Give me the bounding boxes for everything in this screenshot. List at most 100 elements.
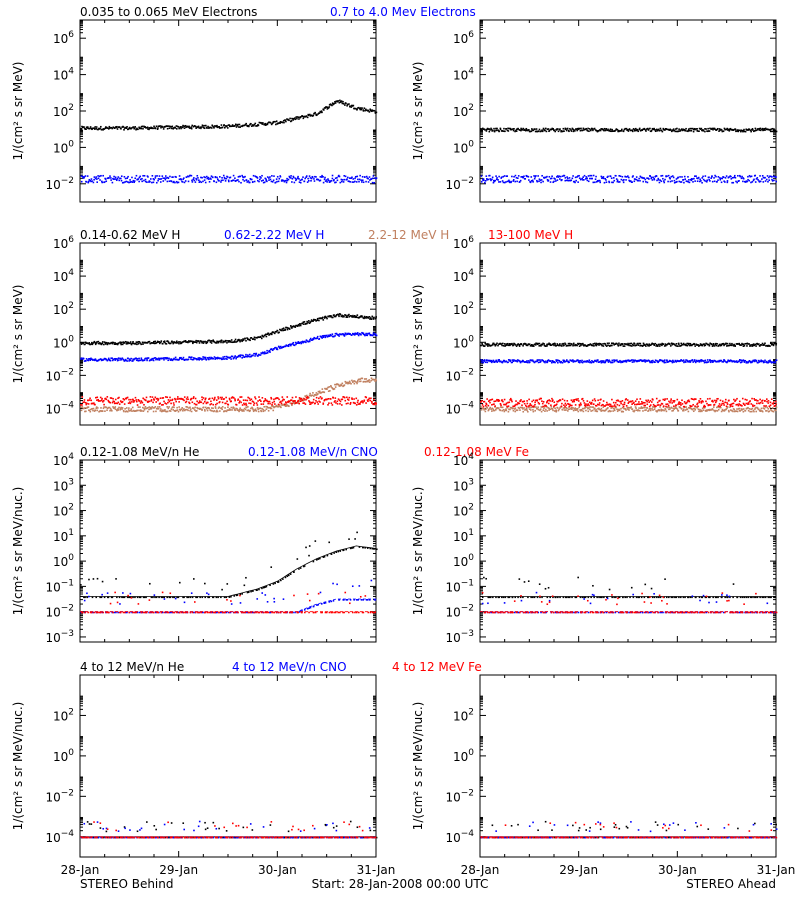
data-point	[507, 130, 510, 132]
data-point	[492, 129, 494, 132]
data-point	[605, 181, 608, 183]
data-point	[486, 407, 489, 409]
data-point	[480, 361, 483, 363]
data-point	[213, 127, 215, 129]
data-point	[762, 181, 765, 183]
data-point	[290, 120, 293, 122]
data-point	[258, 336, 261, 339]
data-point	[193, 402, 196, 405]
data-point	[575, 344, 577, 346]
data-point	[522, 410, 525, 413]
data-point	[115, 179, 118, 182]
data-point	[176, 181, 179, 184]
data-point	[328, 106, 331, 108]
data-point	[731, 181, 733, 184]
data-point	[288, 119, 290, 122]
data-point	[524, 178, 527, 180]
data-point	[234, 338, 237, 341]
data-point	[175, 358, 177, 361]
data-point	[235, 357, 237, 360]
data-point	[231, 396, 234, 398]
data-point	[106, 342, 109, 344]
data-point	[542, 360, 545, 362]
data-point	[664, 344, 667, 347]
data-point	[266, 351, 269, 354]
data-point	[154, 357, 157, 359]
data-point	[572, 361, 575, 363]
data-point	[212, 176, 214, 179]
data-point	[80, 128, 83, 130]
data-point	[222, 356, 224, 358]
data-point	[80, 409, 83, 412]
data-point	[669, 343, 671, 345]
data-point	[681, 176, 683, 178]
data-point	[277, 180, 280, 183]
data-point	[589, 361, 591, 363]
data-point	[630, 129, 633, 132]
data-point	[519, 361, 522, 364]
data-point	[488, 359, 491, 362]
data-point	[95, 176, 98, 178]
data-point	[241, 174, 243, 177]
data-point	[581, 177, 584, 180]
data-point	[214, 407, 217, 409]
data-point	[625, 360, 628, 362]
data-point	[252, 410, 255, 413]
data-point	[270, 123, 273, 126]
data-point	[175, 342, 178, 344]
data-point	[110, 357, 112, 360]
data-point	[768, 176, 770, 179]
data-point	[167, 125, 170, 127]
data-point	[609, 175, 612, 178]
data-point	[264, 334, 266, 337]
data-point	[180, 178, 182, 181]
data-point	[772, 361, 774, 364]
data-point	[630, 342, 633, 345]
data-point	[310, 395, 313, 397]
data-point	[695, 360, 697, 363]
data-point	[276, 180, 278, 183]
data-point	[675, 407, 678, 410]
data-point	[724, 128, 727, 131]
data-point	[164, 341, 166, 344]
data-point	[532, 181, 534, 183]
data-point	[139, 406, 141, 408]
data-point	[169, 410, 172, 412]
data-point	[710, 360, 713, 362]
data-point	[338, 315, 340, 318]
data-point	[122, 181, 125, 184]
data-point	[247, 355, 250, 358]
data-point	[345, 102, 347, 105]
data-point	[327, 178, 329, 180]
data-point	[180, 356, 182, 359]
data-point	[126, 396, 129, 399]
data-point	[346, 178, 348, 181]
data-point	[109, 407, 112, 410]
data-point	[314, 175, 316, 178]
data-point	[509, 408, 511, 411]
data-point	[317, 403, 319, 405]
data-point	[262, 352, 265, 354]
data-point	[272, 405, 274, 408]
data-point	[559, 361, 562, 364]
data-point	[666, 359, 668, 362]
data-point	[113, 358, 116, 360]
data-point	[170, 402, 172, 405]
data-point	[488, 128, 491, 130]
data-point	[257, 124, 260, 127]
data-point	[750, 181, 752, 184]
data-point	[738, 360, 741, 362]
data-point	[570, 130, 573, 132]
data-point	[245, 404, 248, 406]
data-point	[741, 359, 744, 362]
data-point	[520, 176, 522, 178]
panel-frame	[79, 19, 377, 203]
data-point	[683, 361, 685, 364]
data-point	[332, 103, 334, 106]
data-point	[196, 358, 199, 361]
data-point	[157, 358, 159, 361]
data-point	[553, 180, 555, 183]
data-point	[512, 128, 514, 130]
data-point	[657, 128, 660, 131]
data-point	[99, 342, 102, 345]
